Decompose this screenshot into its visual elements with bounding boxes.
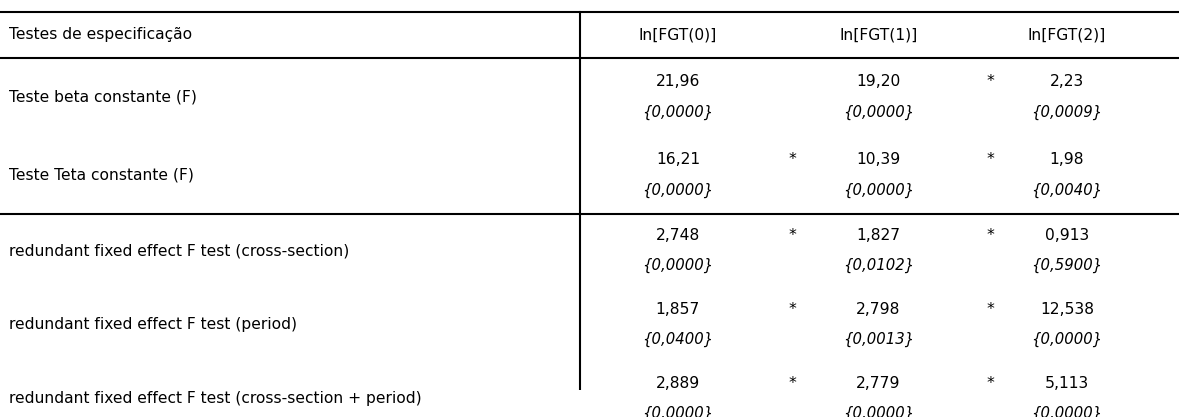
- Text: 1,98: 1,98: [1049, 151, 1085, 166]
- Text: 10,39: 10,39: [856, 151, 901, 166]
- Text: redundant fixed effect F test (cross-section): redundant fixed effect F test (cross-sec…: [9, 243, 350, 258]
- Text: *: *: [789, 151, 796, 166]
- Text: 2,779: 2,779: [856, 377, 901, 392]
- Text: *: *: [789, 302, 796, 317]
- Text: {0,5900}: {0,5900}: [1032, 258, 1102, 273]
- Text: ln[FGT(2)]: ln[FGT(2)]: [1028, 27, 1106, 42]
- Text: {0,0000}: {0,0000}: [643, 183, 713, 198]
- Text: 1,827: 1,827: [856, 229, 901, 244]
- Text: *: *: [987, 73, 994, 88]
- Text: {0,0000}: {0,0000}: [643, 258, 713, 273]
- Text: 5,113: 5,113: [1045, 377, 1089, 392]
- Text: redundant fixed effect F test (period): redundant fixed effect F test (period): [9, 317, 297, 332]
- Text: 1,857: 1,857: [656, 302, 700, 317]
- Text: 0,913: 0,913: [1045, 229, 1089, 244]
- Text: 16,21: 16,21: [656, 151, 700, 166]
- Text: Teste Teta constante (F): Teste Teta constante (F): [9, 167, 195, 182]
- Text: *: *: [987, 151, 994, 166]
- Text: 12,538: 12,538: [1040, 302, 1094, 317]
- Text: 2,748: 2,748: [656, 229, 700, 244]
- Text: {0,0009}: {0,0009}: [1032, 105, 1102, 120]
- Text: {0,0013}: {0,0013}: [843, 332, 914, 347]
- Text: {0,0000}: {0,0000}: [843, 105, 914, 120]
- Text: 2,798: 2,798: [856, 302, 901, 317]
- Text: *: *: [987, 229, 994, 244]
- Text: {0,0000}: {0,0000}: [1032, 406, 1102, 417]
- Text: *: *: [789, 229, 796, 244]
- Text: 19,20: 19,20: [856, 73, 901, 88]
- Text: *: *: [987, 302, 994, 317]
- Text: {0,0000}: {0,0000}: [643, 406, 713, 417]
- Text: {0,0000}: {0,0000}: [1032, 332, 1102, 347]
- Text: {0,0000}: {0,0000}: [643, 105, 713, 120]
- Text: *: *: [789, 377, 796, 392]
- Text: 2,889: 2,889: [656, 377, 700, 392]
- Text: Teste beta constante (F): Teste beta constante (F): [9, 89, 197, 104]
- Text: *: *: [987, 377, 994, 392]
- Text: 21,96: 21,96: [656, 73, 700, 88]
- Text: {0,0000}: {0,0000}: [843, 183, 914, 198]
- Text: {0,0000}: {0,0000}: [843, 406, 914, 417]
- Text: {0,0040}: {0,0040}: [1032, 183, 1102, 198]
- Text: ln[FGT(1)]: ln[FGT(1)]: [839, 27, 917, 42]
- Text: 2,23: 2,23: [1049, 73, 1085, 88]
- Text: {0,0102}: {0,0102}: [843, 258, 914, 273]
- Text: Testes de especificação: Testes de especificação: [9, 27, 192, 42]
- Text: redundant fixed effect F test (cross-section + period): redundant fixed effect F test (cross-sec…: [9, 391, 422, 406]
- Text: {0,0400}: {0,0400}: [643, 332, 713, 347]
- Text: ln[FGT(0)]: ln[FGT(0)]: [639, 27, 717, 42]
